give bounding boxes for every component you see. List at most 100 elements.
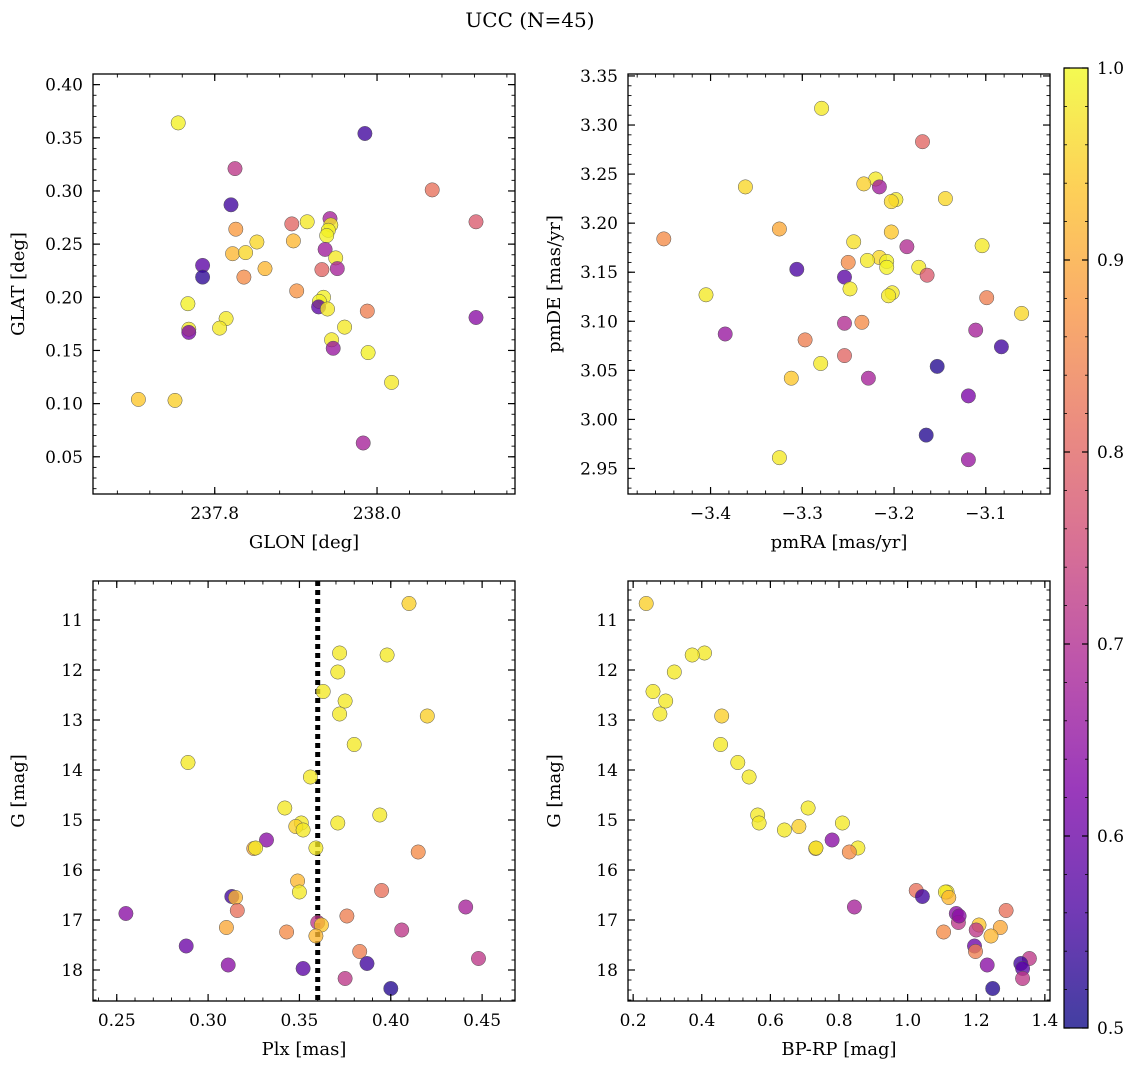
y-tick-label: 0.05 [45,448,83,468]
scatter-point [355,435,371,451]
scatter-point [308,928,324,944]
x-tick-label: −3.1 [965,504,1006,524]
scatter-point [360,345,376,361]
scatter-point [236,269,252,285]
scatter-point [983,928,999,944]
scatter-point [842,281,858,297]
x-tick-label: 0.35 [281,1011,319,1031]
scatter-point [960,452,976,468]
scatter-point [658,693,674,709]
scatter-point [180,755,196,770]
scatter-point [330,664,346,680]
scatter-point [229,903,245,918]
scatter-point [279,924,295,940]
scatter-point [410,844,426,860]
scatter-point [992,920,1008,935]
scatter-point [717,326,733,342]
y-tick-label: 14 [596,761,618,781]
scatter-point [357,126,373,141]
scatter-point [993,339,1009,355]
scatter-point [167,392,183,408]
y-tick-label: 0.25 [45,235,83,255]
y-axis-label: GLAT [deg] [8,232,29,336]
scatter-point [713,737,729,752]
scatter-point [783,370,799,386]
colorbar-frame [1063,67,1089,1029]
scatter-point [814,100,830,116]
scatter-point [228,890,243,905]
scatter-point [257,261,273,277]
scatter-point [277,800,293,816]
scatter-point [837,348,852,364]
scatter-point [471,951,486,966]
scatter-point [337,971,353,986]
scatter-point [332,645,348,661]
scatter-point [394,922,410,938]
scatter-point [223,197,239,213]
colorbar-gradient [1064,68,1088,1028]
scatter-point [998,903,1014,918]
scatter-point [228,221,244,237]
scatter-point [284,216,300,232]
y-tick-label: 0.10 [45,395,83,415]
scatter-point [180,296,196,312]
scatter-point [220,957,236,973]
scatter-point [346,737,362,752]
scatter-point [339,908,355,924]
x-axis-label: GLON [deg] [249,532,359,553]
scatter-point [295,822,311,838]
scatter-point [181,324,197,340]
y-tick-label: 16 [596,861,618,881]
scatter-point [899,239,915,255]
scatter-point [656,231,672,247]
scatter-point [808,840,824,856]
y-tick-label: 3.20 [580,214,618,234]
scatter-point [714,708,730,724]
scatter-point [730,755,746,770]
x-tick-label: 237.8 [190,504,239,524]
scatter-point [315,684,331,699]
scatter-point [291,884,307,900]
scatter-point [960,388,976,404]
scatter-point [424,182,440,198]
x-tick-label: 0.25 [98,1011,136,1031]
scatter-point [697,645,712,661]
scatter-point [468,214,484,230]
scatter-point [359,956,375,971]
y-tick-label: 11 [61,611,83,631]
scatter-points [638,596,1037,996]
y-tick-label: 11 [596,611,618,631]
scatter-point [936,924,952,940]
scatter-point [860,370,876,386]
scatter-point [372,807,388,823]
y-tick-label: 17 [61,911,83,931]
scatter-point [841,844,857,860]
scatter-points [656,100,1030,468]
scatter-point [1015,971,1031,986]
y-tick-label: 15 [61,811,83,831]
x-tick-label: 0.8 [825,1011,852,1031]
scatter-point [299,214,315,230]
y-tick-label: 15 [596,811,618,831]
scatter-point [319,228,335,244]
scatter-point [974,238,990,254]
scatter-point [968,322,984,338]
x-tick-label: 0.6 [757,1011,784,1031]
x-axis-label: pmRA [mas/yr] [771,532,908,553]
colorbar-tick-label: 0.9 [1097,251,1124,271]
scatter-point [379,647,395,663]
y-tick-label: 2.95 [580,459,618,479]
axes-frame [92,580,516,1002]
scatter-point [330,815,346,831]
scatter-point [332,706,348,722]
colorbar-tick-label: 1.0 [1097,59,1124,79]
colorbar-tick-label: 0.8 [1097,443,1124,463]
colorbar-tick-label: 0.5 [1097,1019,1124,1039]
scatter-point [968,922,984,938]
y-tick-label: 14 [61,761,83,781]
scatter-point [684,647,700,663]
y-tick-label: 3.35 [580,67,618,87]
y-tick-label: 12 [61,661,83,681]
scatter-point [789,261,805,277]
scatter-point [919,267,935,283]
